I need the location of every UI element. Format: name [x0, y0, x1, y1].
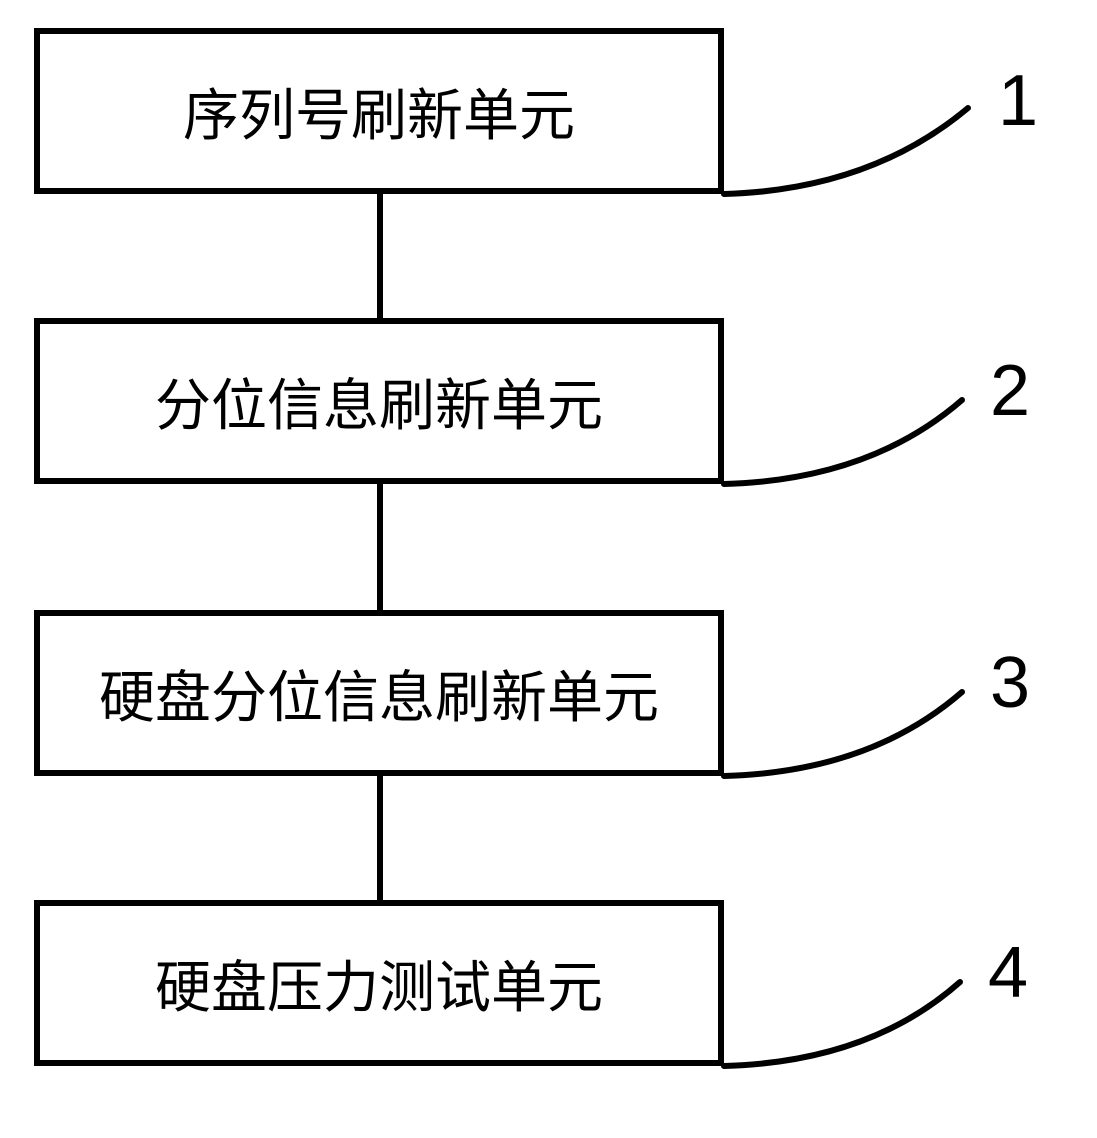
connector-3-4	[377, 776, 383, 900]
diagram-canvas: 序列号刷新单元 分位信息刷新单元 硬盘分位信息刷新单元 硬盘压力测试单元 1 2…	[0, 0, 1097, 1138]
callout-curve-4	[714, 972, 970, 1076]
node-label: 硬盘压力测试单元	[155, 943, 603, 1024]
callout-curve-1	[714, 98, 978, 204]
node-serial-refresh-unit: 序列号刷新单元	[34, 28, 724, 194]
callout-curve-3	[714, 682, 972, 786]
connector-2-3	[377, 484, 383, 610]
callout-number-2: 2	[990, 350, 1030, 432]
connector-1-2	[377, 194, 383, 318]
node-slot-info-refresh-unit: 分位信息刷新单元	[34, 318, 724, 484]
number-text: 2	[990, 351, 1030, 431]
number-text: 1	[998, 61, 1038, 141]
node-hdd-slot-info-refresh-unit: 硬盘分位信息刷新单元	[34, 610, 724, 776]
node-hdd-stress-test-unit: 硬盘压力测试单元	[34, 900, 724, 1066]
node-label: 序列号刷新单元	[183, 71, 575, 152]
node-label: 分位信息刷新单元	[155, 361, 603, 442]
callout-number-4: 4	[988, 932, 1028, 1014]
node-label: 硬盘分位信息刷新单元	[99, 653, 659, 734]
callout-number-3: 3	[990, 642, 1030, 724]
number-text: 4	[988, 933, 1028, 1013]
callout-curve-2	[714, 390, 972, 494]
number-text: 3	[990, 643, 1030, 723]
callout-number-1: 1	[998, 60, 1038, 142]
